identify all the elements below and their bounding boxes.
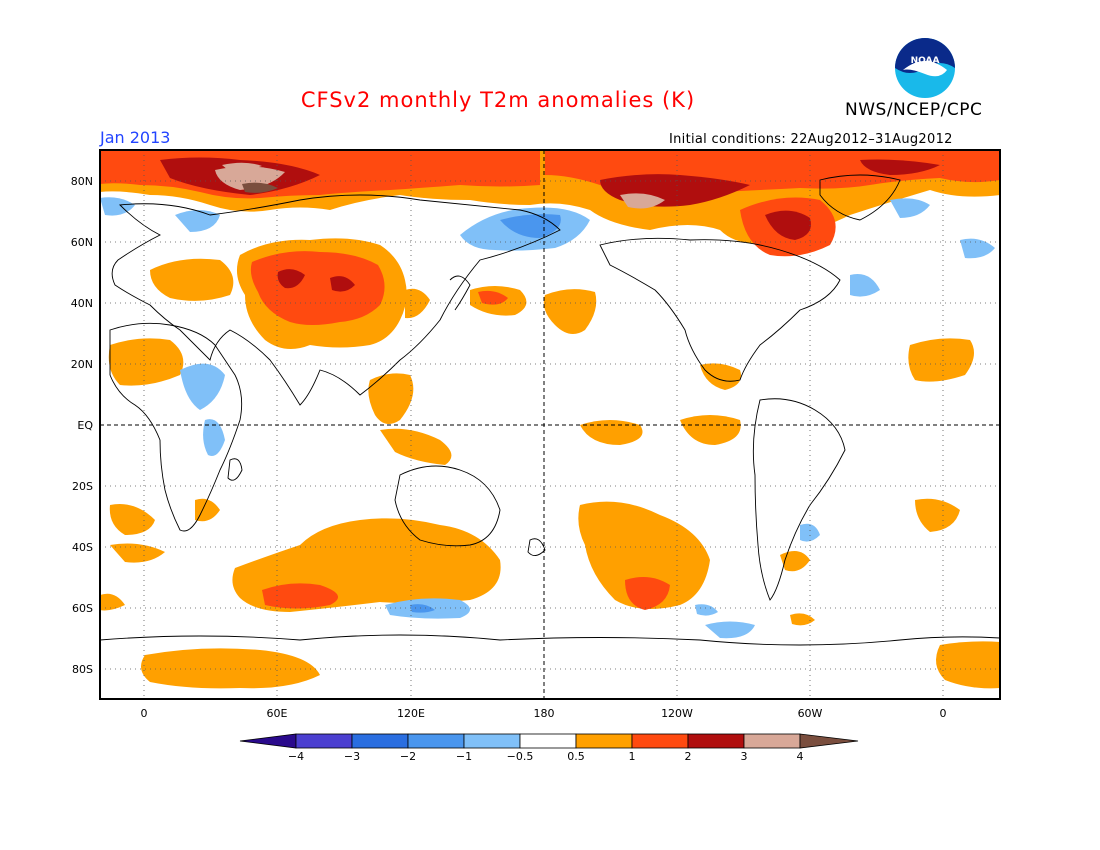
cool-anomalies: [100, 197, 995, 639]
warm-anomaly-arctic: [100, 150, 1000, 257]
colorbar-label: −4: [288, 750, 304, 763]
gridlines: [100, 150, 1000, 699]
lat-label: 60S: [72, 602, 93, 615]
colorbar-swatch: [631, 733, 689, 749]
colorbar-label: −0.5: [507, 750, 534, 763]
colorbar-swatch: [687, 733, 745, 749]
longitude-labels: 0 60E 120E 180 120W 60W 0: [141, 707, 947, 720]
lat-label: EQ: [77, 419, 93, 432]
chart-title: CFSv2 monthly T2m anomalies (K): [300, 88, 696, 112]
colorbar-label: 0.5: [567, 750, 585, 763]
colorbar: −4 −3 −2 −1 −0.5 0.5 1 2 3 4: [239, 733, 859, 763]
colorbar-swatch: [407, 733, 465, 749]
lon-label: 120E: [397, 707, 425, 720]
warm-anomaly-tropics: [108, 338, 974, 522]
colorbar-swatch: [575, 733, 633, 749]
colorbar-swatch: [519, 733, 577, 749]
lon-label: 0: [141, 707, 148, 720]
map-frame: [99, 149, 1001, 700]
colorbar-swatch: [799, 733, 859, 749]
warm-anomaly-southern-ocean: [100, 498, 1000, 689]
valid-period-label: Jan 2013: [100, 128, 171, 147]
lat-label: 20N: [71, 358, 93, 371]
logo-text: NOAA: [911, 56, 940, 66]
colorbar-swatch: [743, 733, 801, 749]
colorbar-label: 3: [741, 750, 748, 763]
colorbar-swatch: [463, 733, 521, 749]
initial-conditions-label: Initial conditions: 22Aug2012–31Aug2012: [669, 132, 953, 147]
colorbar-swatch: [351, 733, 409, 749]
lon-label: 120W: [661, 707, 693, 720]
colorbar-label: −1: [456, 750, 472, 763]
lat-label: 20S: [72, 480, 93, 493]
colorbar-label: 2: [685, 750, 692, 763]
lat-label: 60N: [71, 236, 93, 249]
lat-label: 80S: [72, 663, 93, 676]
map-area: [100, 150, 1000, 699]
lon-label: 60E: [267, 707, 288, 720]
colorbar-label: 4: [797, 750, 804, 763]
latitude-labels: 80N 60N 40N 20N EQ 20S 40S 60S 80S: [71, 175, 94, 676]
colorbar-label: 1: [629, 750, 636, 763]
colorbar-swatch: [295, 733, 353, 749]
colorbar-label: −2: [400, 750, 416, 763]
lon-label: 0: [940, 707, 947, 720]
colorbar-swatch: [239, 733, 297, 749]
agency-label: NWS/NCEP/CPC: [845, 100, 983, 120]
equator-dateline: [100, 150, 1000, 699]
lat-label: 40S: [72, 541, 93, 554]
lat-label: 40N: [71, 297, 93, 310]
warm-anomaly-pacific: [470, 286, 741, 610]
noaa-logo: NOAA: [895, 38, 955, 98]
lon-label: 180: [534, 707, 555, 720]
colorbar-label: −3: [344, 750, 360, 763]
lat-label: 80N: [71, 175, 93, 188]
coastlines: [100, 174, 1000, 646]
lon-label: 60W: [798, 707, 823, 720]
